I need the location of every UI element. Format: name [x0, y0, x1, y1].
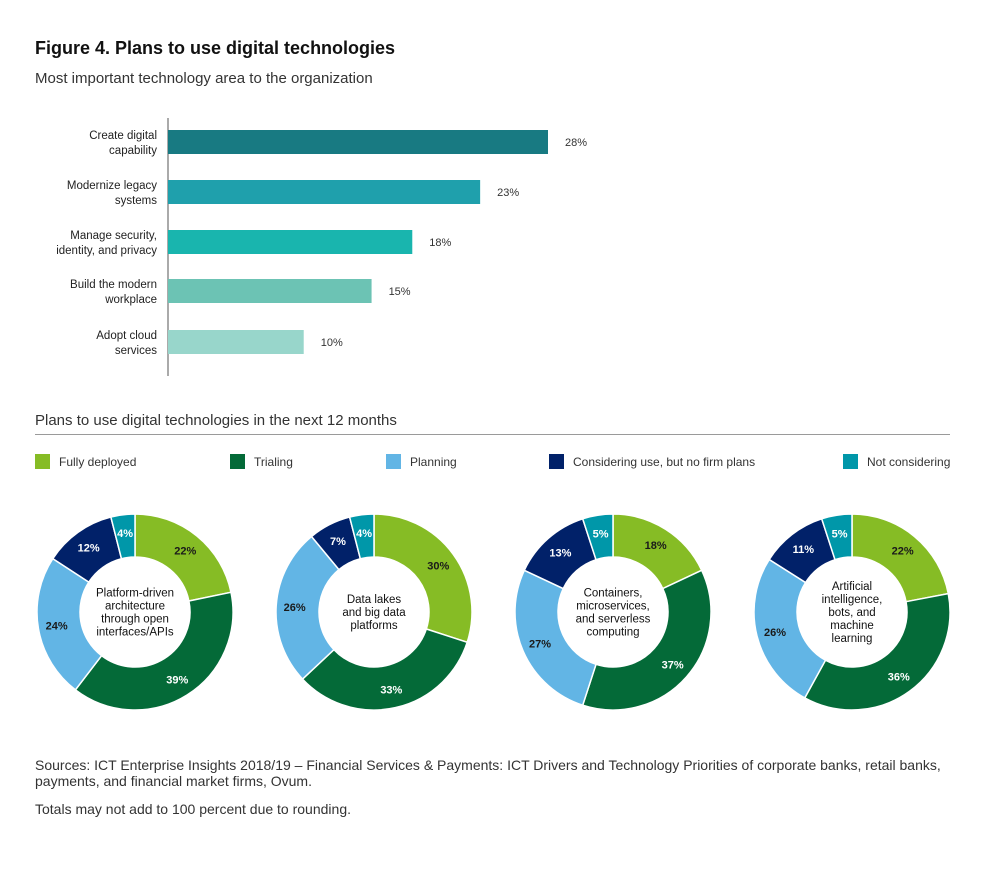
donut-center-label: interfaces/APIs	[96, 627, 174, 639]
legend-label: Not considering	[867, 454, 951, 469]
bar-category-label: Build the modern	[70, 279, 157, 291]
donut-center-label: and big data	[342, 607, 406, 619]
donut-segment	[523, 517, 597, 590]
donut-center-label: learning	[832, 633, 873, 645]
legend-label: Planning	[410, 454, 457, 469]
legend-label: Fully deployed	[59, 454, 137, 469]
donut-segment	[74, 591, 234, 711]
donut-value-label: 11%	[793, 544, 815, 556]
bar	[168, 330, 304, 354]
rounding-note: Totals may not add to 100 percent due to…	[35, 801, 351, 817]
bar-value-label: 23%	[497, 187, 519, 199]
donut-value-label: 27%	[529, 639, 551, 651]
bar-value-label: 15%	[389, 286, 411, 298]
legend-swatch-fully-deployed	[35, 454, 50, 469]
donut-segment	[134, 513, 232, 602]
bar-category-label: services	[115, 345, 157, 357]
donut-value-label: 30%	[427, 560, 449, 572]
donut-segment	[275, 535, 340, 681]
legend-swatch-planning	[386, 454, 401, 469]
donut-segment	[803, 592, 951, 711]
donut-value-label: 36%	[888, 671, 910, 683]
bar-category-label: workplace	[104, 294, 157, 306]
donut-value-label: 12%	[78, 542, 100, 554]
donut-segment	[51, 516, 123, 584]
bar-category-label: systems	[115, 195, 157, 207]
bar-category-label: Create digital	[89, 130, 157, 142]
legend-item-planning: Planning	[386, 454, 457, 469]
donut-value-label: 18%	[645, 540, 667, 552]
donut-legend: Fully deployed Trialing Planning Conside…	[35, 454, 955, 474]
legend-swatch-trialing	[230, 454, 245, 469]
sources-text: Sources: ICT Enterprise Insights 2018/19…	[35, 757, 941, 789]
figure-title: Figure 4. Plans to use digital technolog…	[35, 38, 396, 58]
bar-category-label: Modernize legacy	[67, 180, 157, 192]
donut-center-label: bots, and	[828, 607, 875, 619]
donut-center-label: Platform-driven	[96, 588, 174, 600]
donut-center-label: architecture	[105, 601, 165, 613]
donut-value-label: 37%	[662, 660, 684, 672]
bar	[168, 279, 372, 303]
donut-segment	[753, 558, 827, 699]
donut-center-label: intelligence,	[822, 594, 883, 606]
donut-value-label: 26%	[284, 602, 306, 614]
donut-center-label: Artificial	[832, 581, 872, 593]
donut-value-label: 4%	[117, 528, 133, 540]
bar-category-label: Adopt cloud	[96, 330, 157, 342]
donut-segment	[109, 513, 136, 560]
bar	[168, 230, 413, 254]
donut-value-label: 4%	[356, 528, 372, 540]
donut-segment	[581, 513, 614, 561]
donut-segment	[581, 569, 712, 711]
donut-center-label: computing	[586, 627, 639, 639]
bar-value-label: 18%	[429, 237, 451, 249]
donut-segment	[820, 513, 853, 561]
bar-value-label: 28%	[565, 137, 587, 149]
donut-value-label: 5%	[832, 528, 848, 540]
donut-center-label: Data lakes	[347, 594, 402, 606]
donut-center-label: platforms	[350, 620, 398, 632]
bar	[168, 180, 481, 204]
donut-value-label: 24%	[46, 621, 68, 633]
donut-value-label: 22%	[892, 546, 914, 558]
donut-section-title: Plans to use digital technologies in the…	[35, 412, 397, 429]
legend-item-considering: Considering use, but no firm plans	[549, 454, 755, 469]
donut-value-label: 26%	[764, 627, 786, 639]
donut-value-label: 13%	[549, 547, 571, 559]
section-divider	[35, 434, 950, 435]
legend-swatch-considering	[549, 454, 564, 469]
donut-center-label: microservices,	[576, 601, 649, 613]
donut-segment	[514, 569, 597, 707]
bar	[168, 130, 548, 154]
donut-segment	[612, 513, 703, 590]
donut-segment	[301, 628, 469, 711]
bar-value-label: 10%	[321, 337, 343, 349]
donut-center-label: through open	[101, 614, 169, 626]
bar-category-label: capability	[109, 145, 157, 157]
donut-center-label: machine	[830, 620, 873, 632]
donut-value-label: 7%	[330, 536, 346, 548]
donut-segment	[348, 513, 375, 560]
legend-swatch-not-considering	[843, 454, 858, 469]
donut-segment	[36, 557, 103, 691]
donut-center-label: and serverless	[576, 614, 651, 626]
donut-value-label: 33%	[380, 685, 402, 697]
legend-label: Trialing	[254, 454, 293, 469]
bar-category-label: Manage security,	[70, 230, 157, 242]
donut-value-label: 39%	[166, 674, 188, 686]
donut-segment	[851, 513, 950, 603]
donut-value-label: 5%	[593, 528, 609, 540]
legend-item-fully-deployed: Fully deployed	[35, 454, 136, 469]
bar-chart-subtitle: Most important technology area to the or…	[35, 70, 373, 87]
bar-category-label: identity, and privacy	[56, 245, 157, 257]
legend-item-not-considering: Not considering	[843, 454, 950, 469]
legend-item-trialing: Trialing	[230, 454, 293, 469]
legend-label: Considering use, but no firm plans	[573, 454, 756, 469]
donut-value-label: 22%	[174, 545, 196, 557]
donut-center-label: Containers,	[584, 588, 643, 600]
donut-segment	[373, 513, 473, 644]
donut-segment	[768, 517, 836, 584]
donut-segment	[310, 516, 362, 571]
bar-chart: 28% Create digital capability 23% Modernize …	[56, 118, 587, 376]
